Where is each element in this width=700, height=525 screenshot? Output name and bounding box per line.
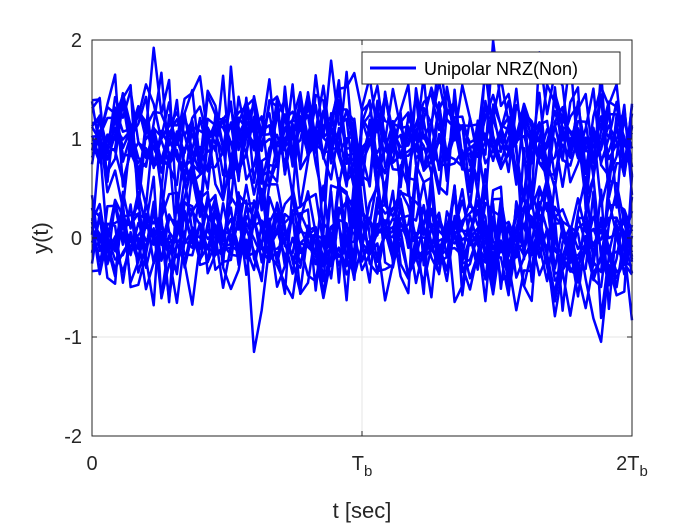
trace-line [90, 84, 634, 296]
signal-traces [90, 39, 634, 354]
trace-line [90, 75, 634, 306]
x-tick-label: 2Tb [616, 453, 648, 480]
legend-entry: Unipolar NRZ(Non) [424, 59, 578, 79]
trace-line [90, 74, 634, 283]
y-tick-label: 1 [71, 129, 82, 151]
x-tick-label: 0 [86, 453, 97, 475]
trace-line [91, 56, 634, 214]
x-tick-label: Tb [352, 453, 373, 480]
y-tick-label: -2 [64, 426, 82, 448]
y-tick-label: 2 [71, 30, 82, 52]
y-tick-label: -1 [64, 327, 82, 349]
trace-line [90, 65, 634, 321]
trace-line [90, 59, 634, 302]
trace-line [91, 159, 634, 310]
y-tick-label: 0 [71, 228, 82, 250]
x-axis-ticks: 0 Tb 2Tb [86, 40, 648, 480]
legend: Unipolar NRZ(Non) [361, 51, 621, 85]
trace-line [90, 56, 634, 304]
y-axis-ticks: -2 -1 0 1 2 [64, 30, 632, 448]
x-axis-label: t [sec] [333, 498, 392, 523]
y-axis-label: y(t) [28, 222, 53, 254]
